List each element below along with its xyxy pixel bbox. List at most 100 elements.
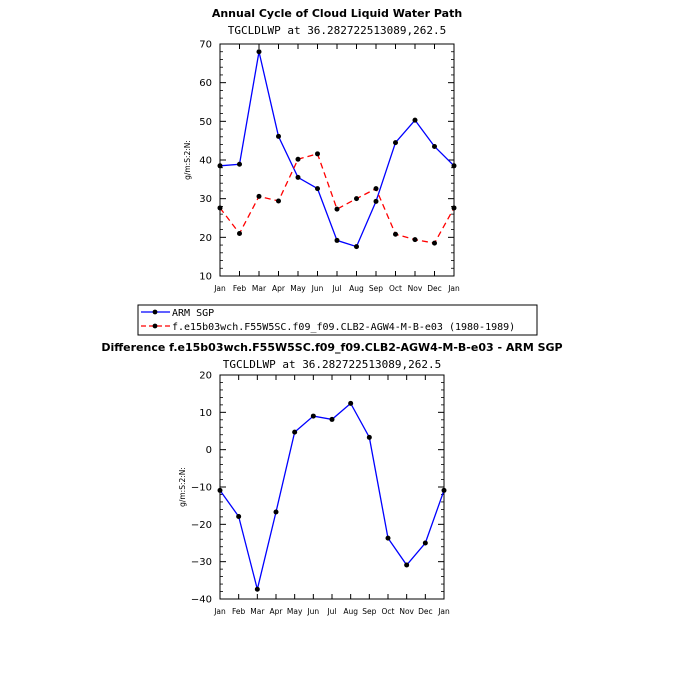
chart-subtitle: TGCLDLWP at 36.282722513089,262.5	[223, 358, 442, 371]
x-tick-label: Sep	[369, 284, 383, 293]
x-tick-label: Feb	[233, 284, 247, 293]
y-tick-label: 60	[199, 78, 212, 89]
x-tick-label: Mar	[250, 607, 265, 616]
data-point	[237, 230, 242, 236]
legend-marker-model	[152, 323, 158, 329]
data-point	[385, 535, 391, 541]
data-point	[412, 117, 418, 123]
data-point	[432, 240, 437, 246]
data-point	[315, 151, 320, 157]
data-point	[432, 143, 437, 149]
data-point	[292, 429, 298, 435]
difference-chart: Difference f.e15b03wch.F55W5SC.f09_f09.C…	[101, 341, 562, 616]
data-point	[236, 513, 242, 519]
y-tick-label: 0	[206, 445, 212, 456]
x-tick-label: Jan	[437, 607, 450, 616]
x-tick-label: Aug	[349, 284, 364, 293]
series-line	[219, 51, 455, 248]
y-tick-label: 10	[199, 408, 212, 419]
axis-ticks: −40 −30 −20 −10 0 10 20 Jan Feb Mar Apr May Jun Jul Au…	[191, 371, 450, 617]
data-point	[256, 49, 262, 55]
data-point	[237, 161, 242, 167]
x-tick-label: May	[290, 284, 306, 293]
chart-title: Annual Cycle of Cloud Liquid Water Path	[212, 7, 462, 20]
x-tick-label: Jan	[447, 284, 460, 293]
x-tick-label: Oct	[389, 284, 402, 293]
y-tick-label: 20	[199, 233, 212, 244]
x-tick-label: Dec	[418, 607, 433, 616]
data-point	[276, 133, 281, 139]
y-tick-label: 50	[199, 117, 212, 128]
data-point	[422, 540, 428, 546]
y-tick-label: −20	[191, 520, 212, 531]
data-point	[273, 509, 279, 515]
data-point	[254, 586, 260, 592]
x-tick-label: Jan	[213, 284, 226, 293]
x-tick-label: Nov	[399, 607, 414, 616]
x-tick-label: Jan	[213, 607, 226, 616]
data-point	[451, 163, 457, 169]
legend-frame	[137, 304, 538, 336]
data-point	[217, 487, 223, 493]
data-point	[295, 156, 301, 162]
series-group	[217, 49, 457, 250]
data-point	[366, 434, 372, 440]
data-point	[217, 205, 223, 211]
data-point	[393, 140, 398, 146]
y-tick-label: 30	[199, 194, 212, 205]
data-point	[315, 186, 320, 192]
data-point	[334, 237, 340, 243]
data-point	[310, 413, 316, 419]
data-point	[217, 163, 223, 169]
y-tick-label: 10	[199, 272, 212, 283]
data-point	[334, 206, 340, 212]
series-line	[219, 153, 455, 244]
data-point	[256, 193, 262, 199]
data-point	[348, 400, 354, 406]
chart-title: Difference f.e15b03wch.F55W5SC.f09_f09.C…	[101, 341, 562, 354]
data-point	[451, 205, 457, 211]
x-tick-label: May	[287, 607, 303, 616]
y-tick-label: −30	[191, 557, 212, 568]
x-tick-label: Nov	[408, 284, 423, 293]
y-tick-label: 40	[199, 156, 212, 167]
data-point	[354, 196, 359, 202]
x-tick-label: Sep	[362, 607, 376, 616]
axis-ticks: 10 20 30 40 50 60 70 Jan Feb Mar Apr May Jun Jul Aug Se…	[199, 40, 460, 294]
legend-marker-arm-sgp	[152, 309, 158, 315]
x-tick-label: Feb	[232, 607, 246, 616]
data-point	[276, 198, 281, 204]
data-point	[441, 487, 447, 493]
x-tick-label: Apr	[272, 284, 286, 293]
data-point	[373, 186, 379, 192]
series-line	[219, 402, 445, 590]
x-tick-label: Jun	[306, 607, 319, 616]
data-point	[329, 416, 335, 422]
legend-label-model: f.e15b03wch.F55W5SC.f09_f09.CLB2-AGW4-M-…	[172, 322, 515, 333]
x-tick-label: Jun	[311, 284, 324, 293]
x-tick-label: Oct	[382, 607, 395, 616]
x-tick-label: Apr	[270, 607, 284, 616]
data-point	[404, 562, 410, 568]
y-tick-label: −40	[191, 595, 212, 606]
y-tick-label: 70	[199, 40, 212, 51]
x-tick-label: Aug	[343, 607, 358, 616]
legend-label-arm-sgp: ARM SGP	[172, 308, 214, 319]
y-tick-label: −10	[191, 483, 212, 494]
series-group	[217, 400, 447, 592]
data-point	[373, 198, 379, 204]
plot-frame	[219, 374, 445, 600]
y-tick-label: 20	[199, 371, 212, 382]
chart-subtitle: TGCLDLWP at 36.282722513089,262.5	[228, 24, 447, 37]
x-tick-label: Mar	[252, 284, 267, 293]
legend: ARM SGP f.e15b03wch.F55W5SC.f09_f09.CLB2…	[137, 304, 538, 336]
y-axis-label: g/m:S:2:N:	[183, 140, 192, 180]
data-point	[412, 237, 418, 243]
data-point	[393, 231, 398, 237]
annual-cycle-chart: Annual Cycle of Cloud Liquid Water Path …	[183, 7, 462, 293]
y-axis-label: g/m:S:2:N:	[178, 467, 187, 507]
x-tick-label: Jul	[326, 607, 336, 616]
x-tick-label: Dec	[427, 284, 442, 293]
data-point	[295, 174, 301, 180]
